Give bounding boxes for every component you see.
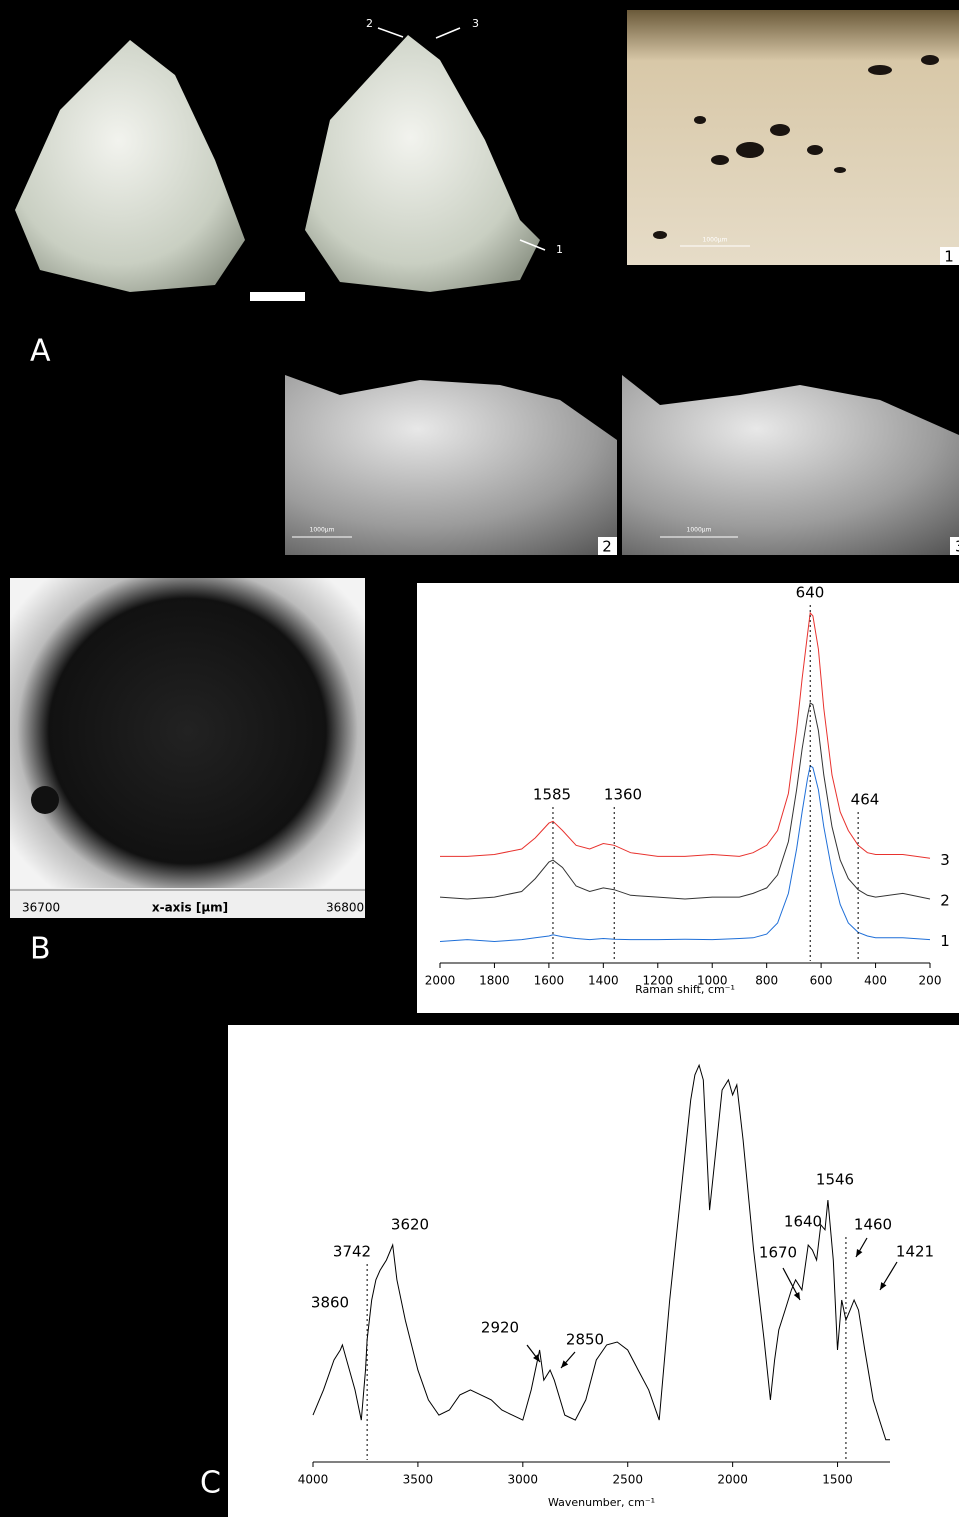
x-axis-label: Raman shift, cm⁻¹ [635,983,735,996]
x-tick-label: 2000 [717,1473,748,1487]
panel-label: C [200,1466,221,1501]
peak-label: 3742 [333,1243,371,1261]
peak-label: 2850 [566,1331,604,1349]
x-tick-label: 200 [919,974,942,988]
peak-label: 1546 [816,1171,854,1189]
x-tick-label: 2000 [425,974,456,988]
photo-label: 2 [602,538,612,556]
peak-label: 1585 [533,786,571,804]
x-axis-label: Wavenumber, cm⁻¹ [548,1496,655,1509]
ftir-chart [228,1025,959,1517]
scale-label: 1000µm [687,527,712,534]
x-tick-label: 1600 [534,974,565,988]
micrograph-tick: 36700 [22,901,60,915]
x-tick-label: 800 [755,974,778,988]
peak-label: 3860 [311,1294,349,1312]
artifact-photo [15,40,245,292]
x-tick-label: 1500 [822,1473,853,1487]
photo [627,10,959,265]
peak-label: 464 [851,791,880,809]
x-tick-label: 1800 [479,974,510,988]
series-label: 3 [940,851,950,869]
x-tick-label: 1400 [588,974,619,988]
arrow-label: 3 [472,17,479,30]
scale-label: 1000µm [310,527,335,534]
peak-label: 1640 [784,1213,822,1231]
peak-label: 1670 [759,1244,797,1262]
peak-label: 2920 [481,1319,519,1337]
micrograph-axis-label: x-axis [µm] [152,901,228,915]
arrow-label: 1 [556,243,563,256]
particle [31,786,59,814]
scale-bar [250,292,305,301]
peak-label: 640 [796,584,825,602]
artifact-photo [305,35,540,292]
peak-label: 1421 [896,1243,934,1261]
arrow-label: 2 [366,17,373,30]
x-tick-label: 3000 [508,1473,539,1487]
x-tick-label: 600 [810,974,833,988]
micrograph-tick: 36800 [326,901,364,915]
series-label: 1 [940,932,950,950]
photo-label: 1 [944,248,954,266]
scale-label: 1000µm [703,237,728,244]
x-tick-label: 400 [864,974,887,988]
photo-label: 3 [955,538,959,556]
x-tick-label: 3500 [403,1473,434,1487]
figure: 2 3 1 1000µm 1 A 1000µm 2 1000µm 3 36700… [0,0,959,1517]
micrograph [10,578,365,918]
panel-label: A [30,334,51,369]
peak-label: 1360 [604,786,642,804]
x-tick-label: 2500 [612,1473,643,1487]
x-tick-label: 4000 [298,1473,329,1487]
series-label: 2 [940,891,950,909]
peak-label: 1460 [854,1216,892,1234]
page: {"panel_a": {"label": "A", "arrow_labels… [0,0,959,1517]
panel-label: B [30,932,51,967]
peak-label: 3620 [391,1216,429,1234]
